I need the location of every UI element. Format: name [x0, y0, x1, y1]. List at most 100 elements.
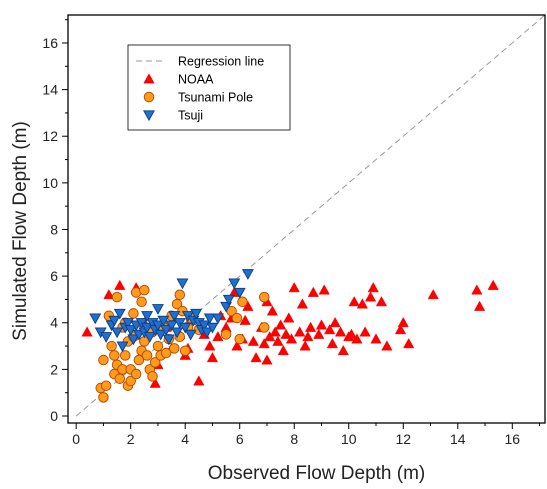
data-point — [359, 326, 371, 337]
series-tsuji — [89, 269, 254, 353]
x-tick-label: 16 — [505, 431, 521, 447]
data-point — [116, 341, 129, 353]
data-point — [247, 335, 259, 346]
data-point — [370, 333, 382, 344]
data-point — [152, 340, 164, 352]
data-point — [228, 278, 241, 290]
data-point — [119, 350, 131, 361]
x-axis: 0 2 4 6 8 10 12 14 16 — [72, 423, 541, 447]
data-point — [165, 320, 178, 332]
x-tick-label: 4 — [181, 431, 189, 447]
y-tick-label: 2 — [50, 361, 58, 377]
data-point — [277, 345, 289, 356]
data-point — [231, 312, 243, 324]
data-point — [125, 375, 136, 387]
x-tick-label: 8 — [290, 431, 298, 447]
data-point — [143, 332, 156, 343]
data-point — [98, 354, 109, 366]
legend-item: Tsunami Pole — [143, 91, 253, 105]
legend: Regression line NOAA Tsunami Pole Tsuji — [127, 44, 291, 131]
data-point — [288, 282, 300, 293]
data-point — [302, 331, 314, 342]
data-point — [250, 352, 262, 363]
data-point — [98, 392, 109, 403]
data-point — [381, 340, 393, 351]
data-point — [171, 327, 183, 339]
data-point — [127, 334, 140, 346]
data-point — [334, 326, 347, 337]
data-point — [239, 314, 251, 325]
data-point — [403, 338, 415, 349]
data-point — [394, 324, 407, 335]
data-point — [259, 291, 270, 303]
data-point — [203, 313, 216, 325]
y-tick-label: 14 — [42, 82, 58, 98]
x-tick-label: 0 — [72, 431, 80, 447]
data-point — [136, 296, 147, 308]
data-point — [201, 327, 213, 339]
data-point — [179, 345, 191, 356]
data-point — [212, 331, 224, 342]
data-point — [266, 305, 279, 316]
y-tick-label: 0 — [50, 408, 58, 424]
data-point — [133, 354, 145, 366]
y-tick-label: 10 — [42, 175, 58, 191]
data-point — [375, 296, 388, 307]
x-tick-label: 10 — [341, 431, 357, 447]
data-point — [113, 308, 126, 320]
data-point — [283, 312, 295, 323]
data-point — [130, 368, 142, 380]
data-point — [184, 329, 197, 341]
data-point — [313, 328, 325, 339]
data-point — [237, 296, 248, 308]
data-point — [151, 304, 164, 315]
data-point — [364, 291, 377, 302]
data-point — [356, 298, 369, 309]
data-point — [160, 347, 172, 359]
data-point — [231, 340, 243, 351]
data-point — [204, 340, 216, 351]
data-point — [397, 317, 409, 328]
data-point — [241, 269, 254, 280]
data-point — [329, 317, 341, 328]
data-point — [114, 279, 126, 290]
data-point — [141, 311, 154, 322]
data-point — [324, 324, 336, 335]
data-point — [337, 345, 349, 356]
data-point — [100, 380, 112, 391]
data-point — [109, 350, 120, 361]
data-point — [326, 338, 339, 349]
data-point — [299, 340, 311, 351]
data-point — [147, 371, 158, 382]
legend-marker — [143, 91, 155, 103]
data-point — [81, 326, 93, 337]
x-axis-title: Observed Flow Depth (m) — [208, 463, 426, 484]
y-axis: 0 2 4 6 8 10 12 14 16 — [42, 19, 68, 424]
y-tick-label: 4 — [50, 315, 58, 331]
data-point — [179, 322, 192, 334]
data-point — [315, 319, 328, 330]
data-point — [139, 284, 150, 296]
data-point — [168, 311, 181, 322]
x-tick-label: 12 — [395, 431, 411, 447]
data-point — [234, 333, 245, 345]
data-point — [294, 326, 306, 337]
data-point — [174, 289, 186, 301]
data-point — [307, 286, 319, 297]
data-point — [106, 340, 117, 352]
y-tick-label: 8 — [50, 221, 58, 237]
y-tick-label: 16 — [42, 35, 58, 51]
data-point — [176, 278, 189, 290]
plot-frame — [67, 14, 546, 424]
data-point — [89, 313, 102, 325]
data-point — [111, 291, 123, 303]
data-point — [128, 308, 139, 319]
data-point — [149, 357, 161, 368]
data-point — [285, 333, 298, 344]
data-point — [206, 352, 219, 363]
legend-label: NOAA — [178, 73, 214, 87]
data-point — [160, 325, 173, 336]
data-point — [280, 328, 292, 339]
data-point — [258, 338, 270, 349]
